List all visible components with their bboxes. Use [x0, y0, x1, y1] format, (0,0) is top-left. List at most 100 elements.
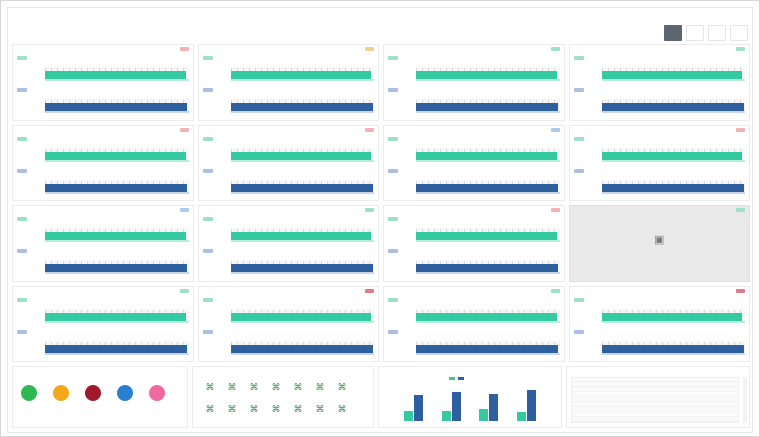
device-icon: ⌘ — [227, 382, 237, 392]
status-badge — [179, 208, 189, 212]
bar-fill — [416, 312, 557, 321]
row-tag — [388, 168, 398, 173]
bar-fill — [230, 312, 372, 321]
bar-baseline — [601, 79, 745, 81]
metric-row-blue — [17, 328, 189, 358]
metric-row-blue — [202, 167, 374, 197]
mini-chart-legend — [449, 377, 464, 380]
bar-fill — [45, 344, 188, 353]
metric-card[interactable] — [568, 124, 750, 201]
bar-ticks — [230, 309, 374, 313]
bar-track — [230, 147, 374, 162]
metric-row-teal — [202, 296, 374, 326]
toolbar-button-4[interactable] — [730, 25, 748, 41]
metric-card[interactable] — [383, 44, 565, 121]
metric-card[interactable] — [197, 285, 379, 362]
status-circle-dot — [21, 385, 37, 401]
metric-card[interactable] — [383, 124, 565, 201]
metric-card[interactable] — [12, 205, 194, 282]
metric-card[interactable] — [383, 285, 565, 362]
status-circle[interactable] — [53, 385, 69, 406]
metric-card[interactable] — [197, 44, 379, 121]
bar-ticks — [416, 148, 560, 152]
bar-ticks — [45, 100, 189, 103]
bar-blue — [451, 392, 461, 421]
bar-baseline — [45, 79, 189, 81]
bar-fill — [230, 151, 372, 160]
device-icon: ⌘ — [315, 382, 325, 392]
metric-card[interactable] — [12, 285, 194, 362]
metric-row-teal — [388, 296, 560, 326]
status-circle[interactable] — [117, 385, 133, 406]
toolbar-button-3[interactable] — [708, 25, 726, 41]
bar-fill — [416, 344, 559, 353]
placeholder-card[interactable]: ▣ — [568, 205, 750, 282]
device-item[interactable]: ⌘ — [291, 381, 305, 403]
row-tag — [17, 56, 27, 60]
device-item[interactable]: ⌘ — [269, 381, 283, 403]
device-item[interactable]: ⌘ — [335, 381, 349, 403]
device-item[interactable]: ⌘ — [335, 403, 349, 425]
mini-chart-panel — [378, 366, 562, 428]
bar-baseline — [416, 191, 560, 194]
status-circle-dot — [85, 385, 101, 401]
toolbar-button-1[interactable] — [664, 25, 682, 41]
status-circle[interactable] — [149, 385, 165, 406]
status-badge — [736, 127, 745, 132]
status-circle[interactable] — [21, 385, 37, 406]
bar-ticks — [230, 341, 374, 345]
metric-row-teal — [202, 54, 374, 84]
bar-fill — [230, 71, 372, 79]
bar-ticks — [601, 180, 745, 184]
row-tag — [202, 217, 213, 221]
metric-card[interactable] — [12, 44, 194, 121]
bar-track — [45, 228, 189, 242]
status-circle[interactable] — [85, 385, 101, 406]
metric-card[interactable] — [197, 124, 379, 201]
bar-ticks — [230, 180, 374, 184]
metric-row-teal — [17, 135, 189, 165]
device-icon: ⌘ — [337, 382, 347, 392]
metric-card[interactable] — [568, 285, 750, 362]
toolbar — [664, 25, 748, 41]
bar-track — [416, 147, 560, 162]
metric-row-teal — [17, 296, 189, 326]
bar-ticks — [416, 68, 560, 71]
bar-ticks — [416, 261, 560, 264]
device-item[interactable]: ⌘ — [225, 403, 239, 425]
bar-fill — [601, 103, 744, 111]
metric-card[interactable] — [197, 205, 379, 282]
device-item[interactable]: ⌘ — [313, 403, 327, 425]
row-tag — [573, 56, 584, 60]
row-tag — [388, 136, 398, 141]
bar-ticks — [230, 148, 374, 152]
device-item[interactable]: ⌘ — [247, 403, 261, 425]
status-badge — [365, 47, 374, 51]
device-icon: ⌘ — [271, 382, 281, 392]
status-badge — [550, 288, 560, 293]
device-item[interactable]: ⌘ — [203, 403, 217, 425]
bar-teal — [516, 412, 526, 421]
bar-fill — [45, 151, 186, 160]
metric-card[interactable] — [383, 205, 565, 282]
device-item[interactable]: ⌘ — [247, 381, 261, 403]
metric-card[interactable] — [568, 44, 750, 121]
bar-fill — [416, 151, 557, 160]
status-badge — [365, 127, 374, 132]
device-item[interactable]: ⌘ — [269, 403, 283, 425]
table-scrollbar[interactable] — [743, 377, 747, 423]
table-panel — [566, 366, 750, 428]
device-item[interactable]: ⌘ — [313, 381, 327, 403]
device-item[interactable]: ⌘ — [203, 381, 217, 403]
status-badge — [365, 288, 374, 293]
device-item[interactable]: ⌘ — [225, 381, 239, 403]
metric-card[interactable] — [12, 124, 194, 201]
device-item[interactable]: ⌘ — [291, 403, 305, 425]
bar-fill — [416, 103, 559, 111]
bar-baseline — [45, 272, 189, 274]
metric-row-teal — [573, 54, 745, 84]
bar-fill — [230, 264, 373, 272]
toolbar-button-2[interactable] — [686, 25, 704, 41]
bar-ticks — [45, 229, 189, 232]
bar-baseline — [601, 352, 745, 355]
